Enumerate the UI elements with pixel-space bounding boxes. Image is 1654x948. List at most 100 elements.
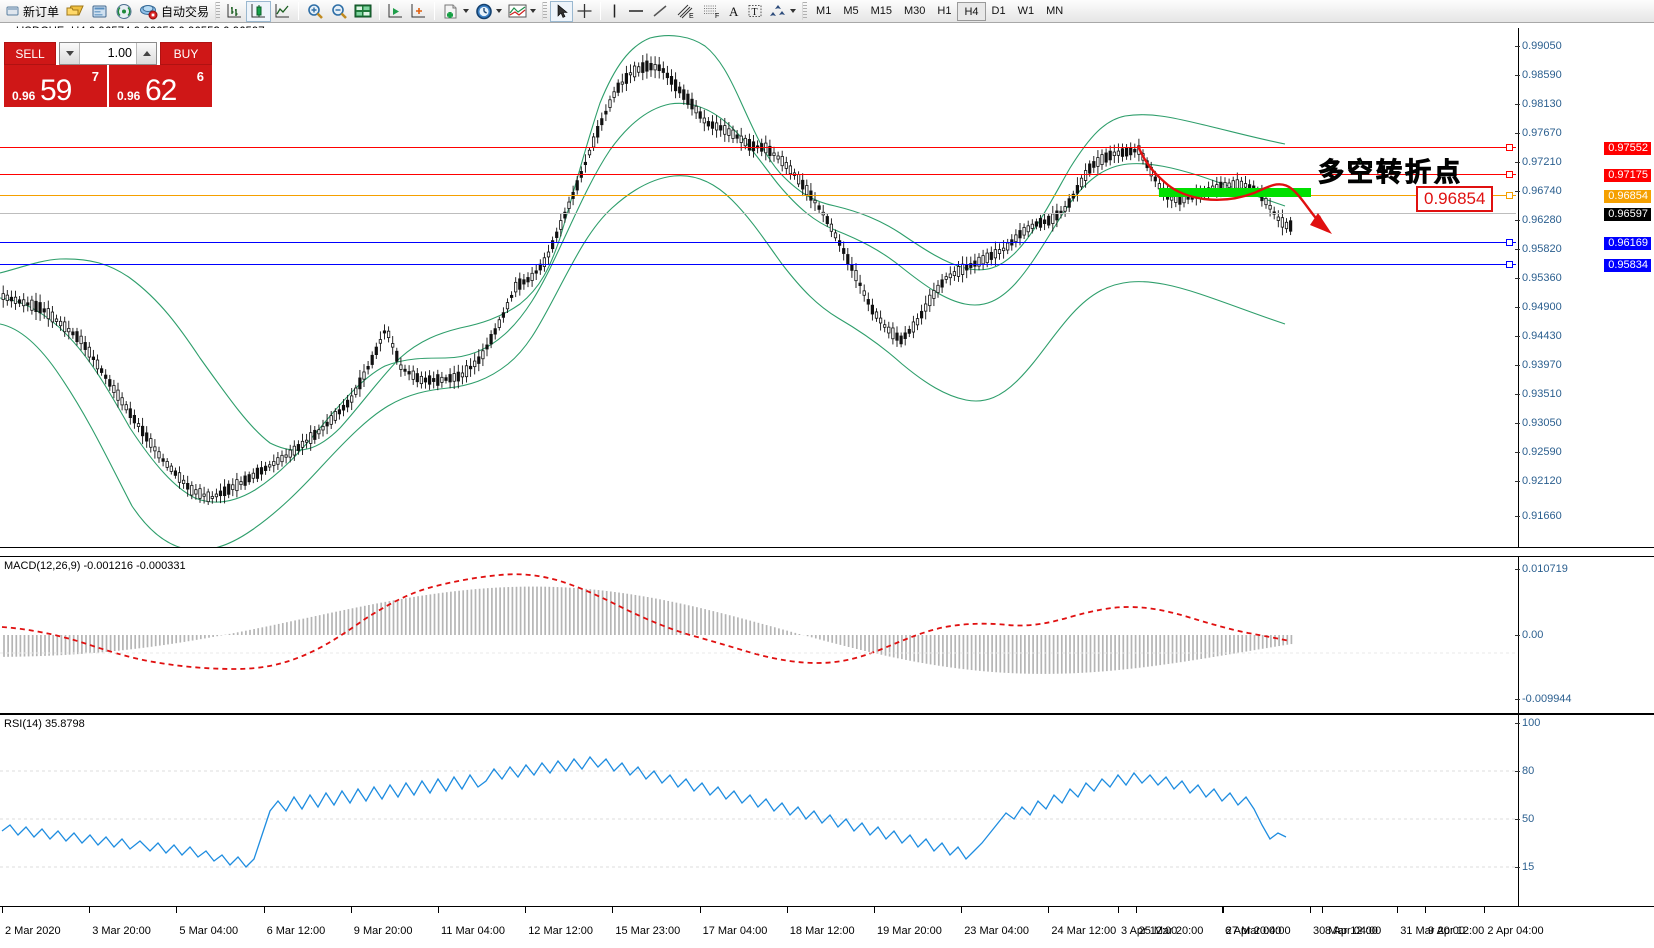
time-tick-label: 17 Mar 04:00 <box>702 925 768 937</box>
history-icon-button[interactable] <box>62 1 88 22</box>
buy-price-box[interactable]: 0.96 62 6 <box>109 65 212 107</box>
svg-text:E: E <box>689 13 694 19</box>
timeframe-h4[interactable]: H4 <box>957 1 986 21</box>
price-label-support-1: 0.96169 <box>1604 237 1651 250</box>
sell-price-box[interactable]: 0.96 59 7 <box>4 65 109 107</box>
sell-price-sup: 7 <box>91 69 99 84</box>
one-click-trading-panel[interactable]: SELL 1.00 BUY 0.96 59 7 0.96 62 6 <box>4 42 212 107</box>
chevron-down-icon[interactable] <box>463 9 470 13</box>
time-tick-mark <box>1048 907 1050 913</box>
consolidation-zone[interactable] <box>1159 188 1311 197</box>
time-tick-mark <box>1425 907 1426 913</box>
chevron-down-icon-3[interactable] <box>530 9 537 13</box>
timeframe-w1[interactable]: W1 <box>1017 4 1035 17</box>
toolbar-grip-2[interactable] <box>542 2 548 20</box>
svg-text:T: T <box>752 7 758 18</box>
time-tick-label: 31 Mar 20:00 <box>1400 925 1466 937</box>
bar-chart-button[interactable] <box>223 1 246 22</box>
timeframe-m1[interactable]: M1 <box>816 4 832 17</box>
resistance-handle-2[interactable] <box>1506 171 1513 178</box>
resistance-line-2[interactable] <box>0 174 1516 175</box>
timeframe-mn[interactable]: MN <box>1046 4 1064 17</box>
time-tick-label: 15 Mar 23:00 <box>615 925 681 937</box>
main-toolbar: 新订单 <box>0 0 1654 23</box>
timeframe-h1[interactable]: H1 <box>937 4 952 17</box>
time-tick-label: 18 Mar 12:00 <box>789 925 855 937</box>
candlestick-icon <box>250 3 267 19</box>
time-tick-mark <box>1397 907 1399 913</box>
period-button[interactable] <box>472 1 505 22</box>
text-label-tool-button[interactable]: T <box>744 1 766 22</box>
toolbar-grip-3[interactable] <box>802 2 808 20</box>
zoom-in-button[interactable] <box>303 1 327 22</box>
chart-shift-button[interactable] <box>351 1 375 22</box>
resistance-handle-1[interactable] <box>1506 144 1513 151</box>
indicators-button[interactable] <box>505 1 539 22</box>
time-tick-label: 19 Mar 20:00 <box>877 925 942 937</box>
sell-button[interactable]: SELL <box>4 42 56 65</box>
volume-stepper[interactable]: 1.00 <box>59 42 157 65</box>
macd-pane-bottom-border <box>0 713 1654 714</box>
support-handle-2[interactable] <box>1506 261 1513 268</box>
toolbar-grip[interactable] <box>215 2 221 20</box>
ytick-12: 0.93510 <box>1522 388 1562 400</box>
volume-decrement-button[interactable] <box>60 43 80 64</box>
vertical-line-tool[interactable] <box>605 1 624 22</box>
ytick-7: 0.95820 <box>1522 243 1562 255</box>
support-line-2[interactable] <box>0 264 1516 265</box>
support-line-1[interactable] <box>0 242 1516 243</box>
timeframe-m15[interactable]: M15 <box>870 4 892 17</box>
cursor-tool-button[interactable] <box>550 0 574 22</box>
autotrading-button[interactable]: 自动交易 <box>136 1 212 22</box>
signals-button[interactable] <box>112 1 136 22</box>
arrows-tool-button[interactable] <box>766 1 799 22</box>
zoom-out-icon <box>330 3 348 20</box>
time-tick-mark <box>1118 907 1119 913</box>
templates-button[interactable] <box>439 1 472 22</box>
ytick-5: 0.96740 <box>1522 185 1562 197</box>
time-tick-label: 5 Mar 04:00 <box>179 925 239 937</box>
volume-increment-button[interactable] <box>136 43 156 64</box>
resistance-line-1[interactable] <box>0 147 1516 148</box>
pivot-handle[interactable] <box>1506 192 1513 199</box>
terminal-button[interactable] <box>88 1 112 22</box>
ytick-8: 0.95360 <box>1522 272 1562 284</box>
time-tick-mark <box>2 907 3 913</box>
timeframe-m30[interactable]: M30 <box>904 4 926 17</box>
chart-shift-toggle[interactable] <box>407 1 430 22</box>
time-tick-mark <box>786 907 788 913</box>
buy-price-big: 62 <box>145 74 177 107</box>
zoom-out-button[interactable] <box>327 1 351 22</box>
timeframe-d1[interactable]: D1 <box>991 4 1006 17</box>
rsi-ytick-15: 15 <box>1522 861 1535 873</box>
rsi-axis-line <box>1518 715 1519 906</box>
crosshair-tool-button[interactable] <box>573 1 596 22</box>
line-chart-button[interactable] <box>271 1 294 22</box>
candlestick-chart-button[interactable] <box>246 0 272 22</box>
auto-scroll-button[interactable] <box>384 1 407 22</box>
chart-grid-icon <box>354 3 372 19</box>
chevron-down-icon-2[interactable] <box>496 9 503 13</box>
rsi-pane: RSI(14) 35.8798 100 80 50 15 <box>0 714 1654 906</box>
text-tool-button[interactable]: A <box>724 1 744 22</box>
time-tick-label: 2 Mar 2020 <box>5 925 61 937</box>
buy-button[interactable]: BUY <box>160 42 212 65</box>
rsi-ytick-80: 80 <box>1522 765 1535 777</box>
time-tick-label: 23 Mar 04:00 <box>964 925 1030 937</box>
time-tick-mark <box>263 907 265 913</box>
trendline-tool[interactable] <box>648 1 672 22</box>
time-tick-mark <box>89 907 91 913</box>
time-tick-mark <box>176 907 178 913</box>
volume-value[interactable]: 1.00 <box>107 46 132 60</box>
horizontal-line-tool[interactable] <box>624 1 648 22</box>
price-chart-svg <box>0 35 1293 548</box>
fibonacci-tool[interactable]: F <box>698 1 724 22</box>
support-handle-1[interactable] <box>1506 239 1513 246</box>
new-order-button[interactable]: 新订单 <box>2 1 62 22</box>
trend-arrow[interactable] <box>1120 113 1380 253</box>
chevron-down-icon-4[interactable] <box>790 9 797 13</box>
timeframe-m5[interactable]: M5 <box>843 4 859 17</box>
equidistant-channel-tool[interactable]: E <box>672 1 698 22</box>
toolbar-separator-3 <box>434 2 436 20</box>
pivot-line[interactable] <box>0 195 1516 196</box>
